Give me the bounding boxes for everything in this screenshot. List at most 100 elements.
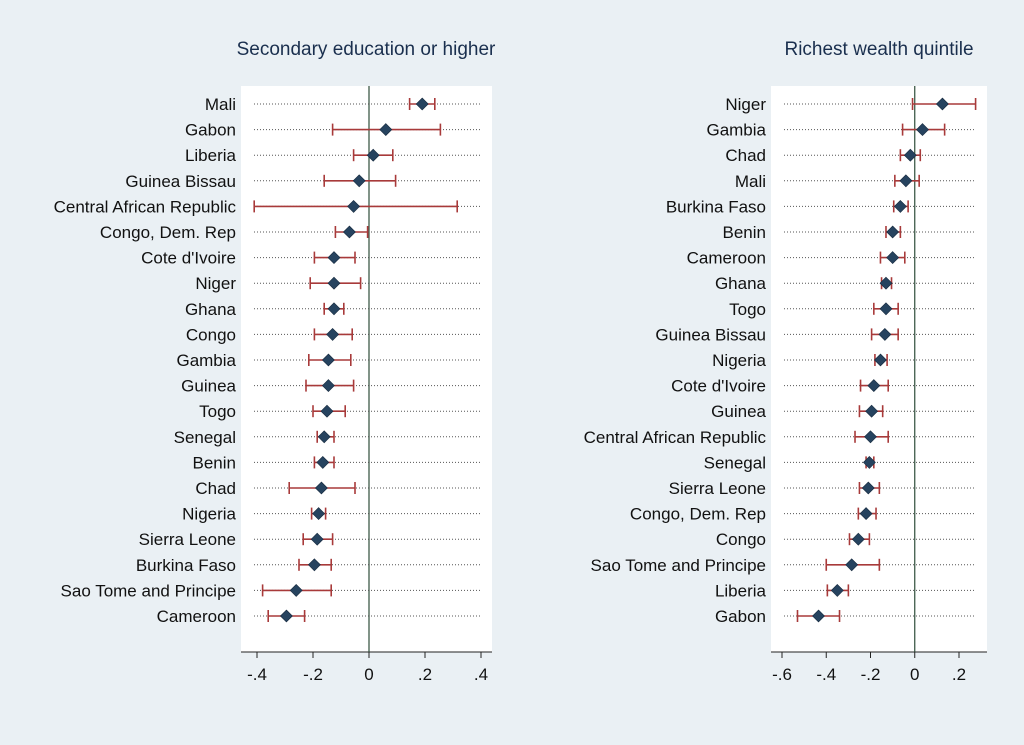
point-estimate-marker	[865, 404, 879, 418]
plot-area	[241, 86, 492, 652]
category-label: Congo	[716, 530, 766, 549]
point-estimate-marker	[874, 353, 887, 367]
point-estimate-marker	[347, 199, 361, 213]
point-estimate-marker	[916, 123, 929, 137]
data-row: Congo, Dem. Rep	[630, 505, 975, 524]
category-label: Gabon	[185, 121, 236, 140]
category-label: Cameroon	[687, 249, 766, 268]
data-row: Ghana	[715, 274, 975, 293]
category-label: Congo, Dem. Rep	[630, 505, 766, 524]
category-label: Cote d'Ivoire	[671, 377, 766, 396]
data-row: Guinea	[181, 377, 481, 396]
point-estimate-marker	[830, 583, 844, 597]
point-estimate-marker	[317, 430, 331, 444]
point-estimate-marker	[352, 174, 366, 188]
data-row: Senegal	[174, 428, 481, 447]
data-row: Benin	[723, 223, 975, 242]
data-row: Benin	[193, 453, 481, 472]
category-label: Chad	[195, 479, 236, 498]
data-row: Liberia	[715, 581, 975, 600]
point-estimate-marker	[342, 225, 356, 239]
point-estimate-marker	[289, 583, 303, 597]
category-label: Congo, Dem. Rep	[100, 223, 236, 242]
point-estimate-marker	[321, 379, 335, 393]
point-estimate-marker	[327, 251, 341, 265]
point-estimate-marker	[812, 609, 825, 623]
category-label: Ghana	[185, 300, 237, 319]
category-label: Senegal	[174, 428, 236, 447]
category-label: Burkina Faso	[136, 556, 236, 575]
x-tick-label: .2	[418, 665, 432, 684]
data-row: Burkina Faso	[136, 556, 481, 575]
data-row: Sierra Leone	[669, 479, 975, 498]
data-row: Liberia	[185, 146, 481, 165]
category-label: Guinea	[181, 377, 236, 396]
point-estimate-marker	[366, 148, 380, 162]
point-estimate-marker	[867, 379, 881, 393]
point-estimate-marker	[886, 251, 900, 265]
point-estimate-marker	[861, 481, 875, 495]
category-label: Sao Tome and Principe	[61, 581, 236, 600]
category-label: Senegal	[704, 453, 766, 472]
category-label: Togo	[729, 300, 766, 319]
data-row: Congo	[716, 530, 975, 549]
point-estimate-marker	[307, 558, 321, 572]
category-label: Togo	[199, 402, 236, 421]
point-estimate-marker	[310, 532, 324, 546]
point-estimate-marker	[845, 558, 859, 572]
data-row: Gambia	[706, 121, 975, 140]
category-label: Central African Republic	[54, 197, 237, 216]
panel-title: Richest wealth quintile	[784, 39, 973, 60]
point-estimate-marker	[893, 199, 907, 213]
category-label: Central African Republic	[584, 428, 767, 447]
data-row: Guinea Bissau	[655, 325, 975, 344]
data-row: Gabon	[715, 607, 975, 626]
plot-area	[771, 86, 987, 652]
data-row: Congo	[186, 325, 481, 344]
x-tick-label: -.2	[861, 665, 881, 684]
data-row: Gabon	[185, 121, 481, 140]
category-label: Benin	[193, 453, 236, 472]
category-label: Sierra Leone	[669, 479, 766, 498]
data-row: Cameroon	[687, 249, 975, 268]
data-row: Mali	[205, 95, 481, 114]
data-row: Togo	[199, 402, 481, 421]
data-row: Togo	[729, 300, 975, 319]
point-estimate-marker	[864, 430, 877, 444]
point-estimate-marker	[935, 97, 949, 111]
point-estimate-marker	[326, 327, 340, 341]
point-estimate-marker	[316, 455, 330, 469]
data-row: Chad	[725, 146, 975, 165]
category-label: Mali	[735, 172, 766, 191]
category-label: Nigeria	[182, 505, 236, 524]
data-row: Cameroon	[157, 607, 481, 626]
panel-richest-wealth-quintile: Richest wealth quintile -.6 -.4 -.2 0 .2 Niger…	[584, 39, 987, 684]
category-label: Guinea	[711, 402, 766, 421]
data-row: Sao Tome and Principe	[591, 556, 975, 575]
point-estimate-marker	[879, 302, 893, 316]
point-estimate-marker	[899, 174, 913, 188]
data-row: Sao Tome and Principe	[61, 581, 481, 600]
data-row: Cote d'Ivoire	[141, 249, 481, 268]
point-estimate-marker	[327, 302, 341, 316]
data-row: Mali	[735, 172, 975, 191]
data-row: Ghana	[185, 300, 481, 319]
category-label: Gambia	[706, 121, 766, 140]
category-label: Nigeria	[712, 351, 766, 370]
x-tick-label: -.2	[303, 665, 323, 684]
panel-secondary-education: Secondary education or higher -.4 -.2 0 .2 .4…	[54, 39, 496, 684]
x-tick-label: 0	[364, 665, 373, 684]
category-label: Benin	[723, 223, 766, 242]
category-label: Ghana	[715, 274, 767, 293]
data-row: Niger	[195, 274, 481, 293]
category-label: Gambia	[176, 351, 236, 370]
x-tick-label: .4	[474, 665, 488, 684]
point-estimate-marker	[859, 507, 873, 521]
category-label: Gabon	[715, 607, 766, 626]
point-estimate-marker	[862, 455, 876, 469]
point-estimate-marker	[327, 276, 341, 290]
data-row: Congo, Dem. Rep	[100, 223, 481, 242]
category-label: Chad	[725, 146, 766, 165]
